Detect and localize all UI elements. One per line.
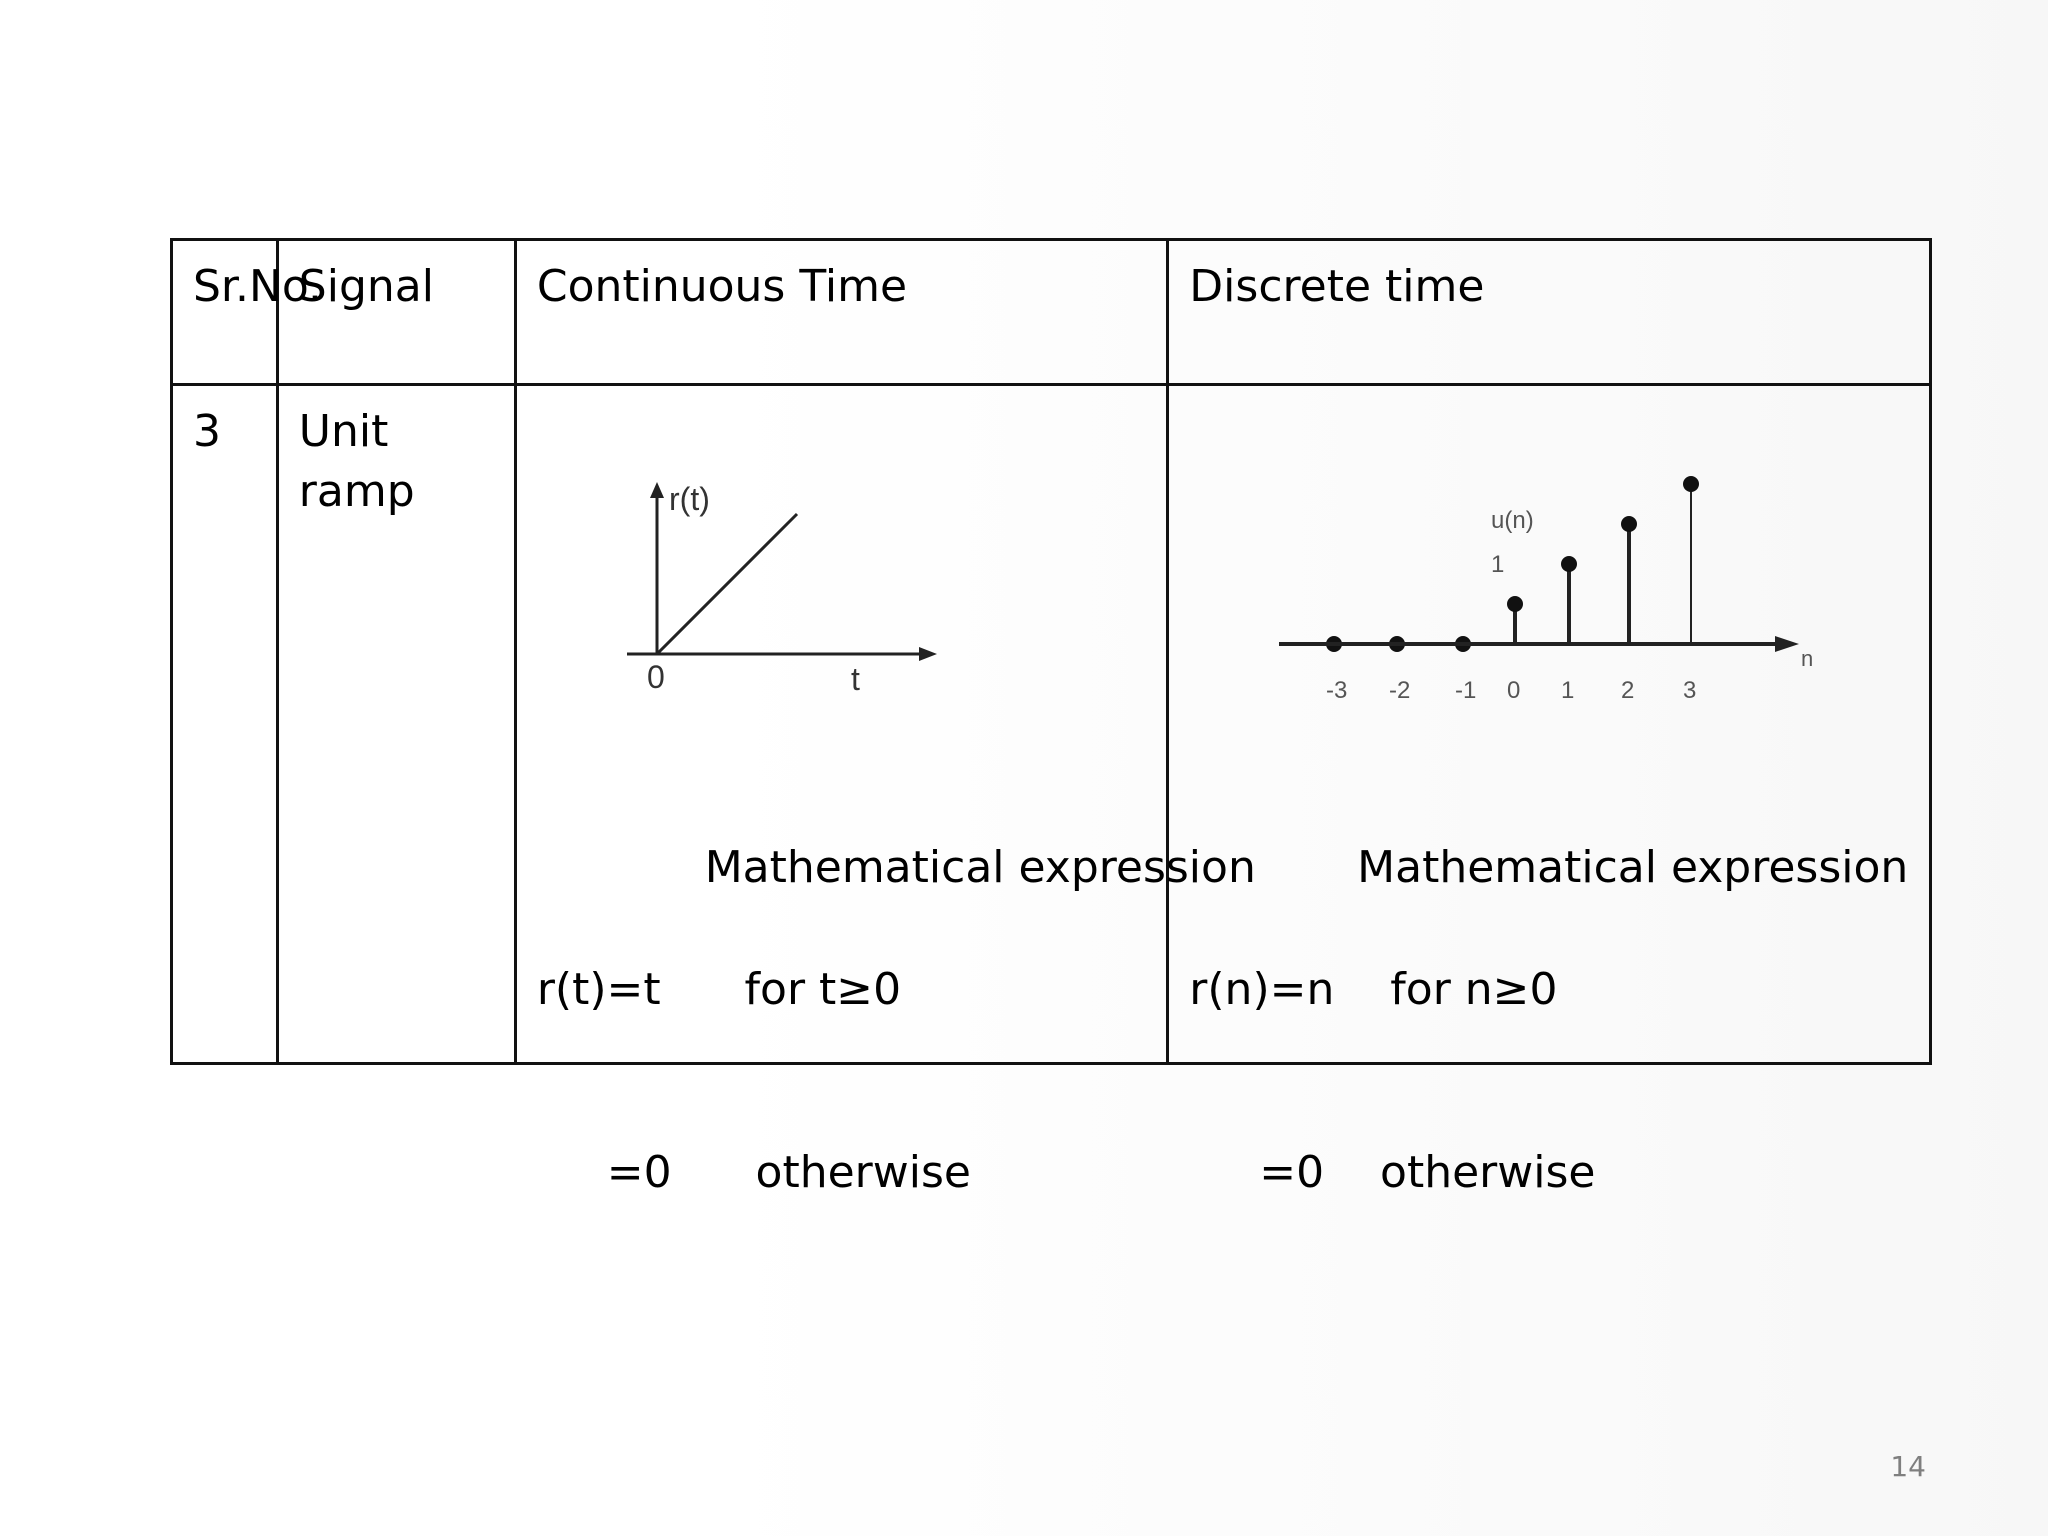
cell-discrete: -3 -2 -1 0 1 2 3 n u(n) 1 Mathematical express…	[1166, 383, 1932, 1198]
header-row: Sr.No. Signal Continuous Time Discrete t…	[170, 238, 1932, 386]
dt-expression: Mathematical expression r(n)=n for n≥0 =…	[1189, 776, 1908, 1325]
cell-continuous: r(t) 0 t Mathematical expression r(t)=t …	[513, 383, 1256, 1198]
ct-y-label: r(t)	[669, 482, 710, 517]
continuous-ramp-plot: r(t) 0 t	[626, 482, 937, 697]
ct-expression-line2: =0 otherwise	[536, 1147, 971, 1198]
dt-tick-label: 0	[1507, 677, 1520, 704]
dt-one-label: 1	[1491, 551, 1504, 578]
header-signal-label: Signal	[298, 261, 434, 312]
dt-expression-line2: =0 otherwise	[1189, 1147, 1596, 1198]
header-srno: Sr.No.	[170, 238, 322, 386]
signal-name: Unit ramp	[298, 406, 415, 517]
dt-x-arrow-icon	[1775, 636, 1800, 652]
dt-expression-line1: r(n)=n for n≥0	[1189, 964, 1558, 1015]
ct-y-arrow-icon	[649, 482, 664, 498]
ct-x-arrow-icon	[918, 647, 937, 661]
header-continuous: Continuous Time	[513, 238, 1170, 386]
dt-x-label: n	[1801, 646, 1813, 671]
table-row: 3 Unit ramp r(t) 0 t Mathemati	[170, 383, 1932, 1198]
header-continuous-label: Continuous Time	[536, 261, 908, 312]
dt-tick-label: 2	[1621, 677, 1634, 704]
cell-srno: 3	[170, 383, 279, 1065]
header-signal: Signal	[275, 238, 517, 386]
ct-origin-label: 0	[647, 659, 665, 695]
dt-sample-point	[1561, 556, 1578, 572]
dt-sample-point	[1507, 596, 1524, 612]
srno-value: 3	[193, 406, 221, 457]
dt-tick-label: -1	[1455, 677, 1476, 704]
dt-expression-title: Mathematical expression	[1357, 842, 1909, 893]
header-discrete-label: Discrete time	[1189, 261, 1485, 312]
ct-expression-line1: r(t)=t for t≥0	[536, 964, 902, 1015]
discrete-ramp-plot: -3 -2 -1 0 1 2 3 n u(n) 1	[1279, 476, 1814, 704]
dt-tick-label: 3	[1683, 677, 1696, 704]
dt-sample-point	[1683, 476, 1700, 492]
dt-tick-label: -3	[1326, 677, 1347, 704]
dt-tick-label: 1	[1561, 677, 1574, 704]
ct-expression: Mathematical expression r(t)=t for t≥0 =…	[537, 776, 1256, 1325]
cell-signal: Unit ramp	[275, 383, 517, 1065]
ct-ramp-line	[655, 512, 798, 656]
dt-tick-label: -2	[1389, 677, 1410, 704]
dt-sample-point	[1621, 516, 1638, 532]
header-discrete: Discrete time	[1166, 238, 1932, 386]
ct-expression-title: Mathematical expression	[704, 842, 1256, 893]
ct-x-label: t	[851, 661, 860, 697]
dt-y-label: u(n)	[1491, 507, 1534, 534]
page-number: 14	[1890, 1450, 1926, 1483]
signal-table: Sr.No. Signal Continuous Time Discrete t…	[170, 238, 1932, 1198]
